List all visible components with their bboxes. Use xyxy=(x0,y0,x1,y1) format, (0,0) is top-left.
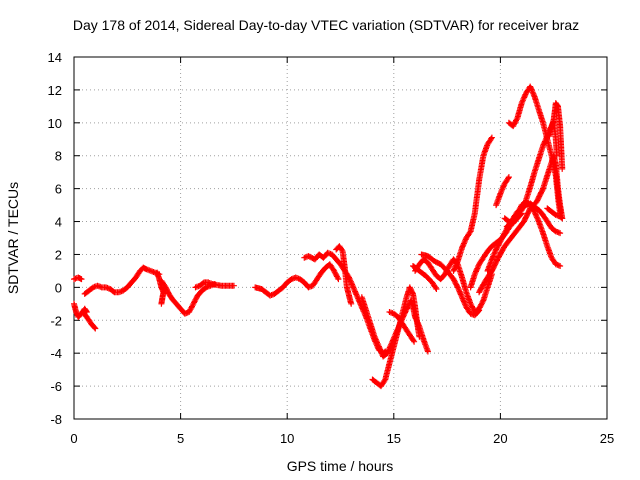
x-tick-label: 5 xyxy=(177,431,184,446)
y-tick-label: 8 xyxy=(55,149,62,164)
series-s6 xyxy=(154,269,167,307)
series-markers xyxy=(154,269,167,307)
series-s13 xyxy=(369,284,423,390)
y-tick-label: -6 xyxy=(50,379,62,394)
series-s17 xyxy=(450,134,495,274)
series-s22 xyxy=(501,210,525,227)
series-s23 xyxy=(493,174,512,209)
y-tick-label: -8 xyxy=(50,412,62,427)
series-markers xyxy=(192,279,237,291)
series-markers xyxy=(546,100,566,172)
x-axis-label: GPS time / hours xyxy=(287,458,394,474)
series-s25 xyxy=(546,100,566,172)
series-s4 xyxy=(81,264,163,297)
y-tick-label: 4 xyxy=(55,215,62,230)
series-s3 xyxy=(79,309,99,332)
plot-frame xyxy=(73,56,608,420)
series-markers xyxy=(505,83,564,217)
y-tick-label: 10 xyxy=(48,116,62,131)
y-tick-label: -4 xyxy=(50,346,62,361)
x-tick-label: 10 xyxy=(280,431,294,446)
axis-ticks xyxy=(73,56,608,420)
x-tick-label: 20 xyxy=(493,431,507,446)
series-markers xyxy=(450,134,495,274)
series-markers xyxy=(410,263,440,292)
series-markers xyxy=(369,284,423,390)
series-s7 xyxy=(192,279,237,291)
series-markers xyxy=(501,210,525,227)
y-axis-label: SDTVAR / TECUs xyxy=(5,182,21,294)
y-tick-label: 0 xyxy=(55,280,62,295)
series-markers xyxy=(333,243,355,307)
series-s10 xyxy=(333,243,355,307)
series-markers xyxy=(81,264,163,297)
series-markers xyxy=(79,309,99,332)
y-tick-label: 2 xyxy=(55,247,62,262)
series-markers xyxy=(493,174,512,209)
y-tick-label: 6 xyxy=(55,182,62,197)
series-s24 xyxy=(505,83,564,217)
series-s1 xyxy=(71,274,85,283)
x-tick-label: 25 xyxy=(600,431,614,446)
y-tick-label: 14 xyxy=(48,50,62,65)
y-tick-label: -2 xyxy=(50,313,62,328)
series-markers xyxy=(71,274,85,283)
y-tick-label: 12 xyxy=(48,83,62,98)
series-s16 xyxy=(410,263,440,292)
axis-tick-labels: 0 5 10 15 20 25 -8 -6 -4 -2 0 2 4 6 8 10 12 14 xyxy=(48,50,615,446)
x-tick-label: 0 xyxy=(70,431,77,446)
series-markers xyxy=(418,251,483,319)
series-s26 xyxy=(544,205,566,222)
data-series xyxy=(71,83,566,390)
series-s15 xyxy=(418,251,483,319)
chart-title: Day 178 of 2014, Sidereal Day-to-day VTE… xyxy=(73,17,579,33)
series-markers xyxy=(252,261,342,299)
series-markers xyxy=(544,205,566,222)
series-s8 xyxy=(252,261,342,299)
x-tick-label: 15 xyxy=(387,431,401,446)
